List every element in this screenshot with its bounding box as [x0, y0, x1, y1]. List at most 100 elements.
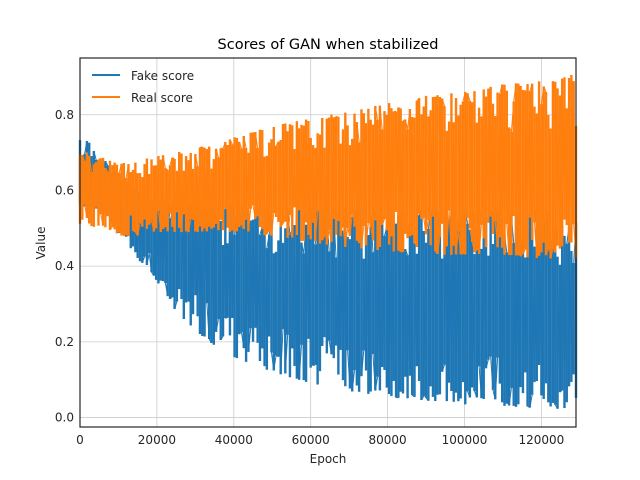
series-connector [377, 105, 381, 251]
series-connector [314, 211, 319, 242]
series-connector [411, 116, 416, 243]
series-connector [409, 116, 413, 237]
series-connector [388, 108, 392, 245]
x-tick-label: 120000 [518, 433, 564, 447]
series-connector [118, 163, 123, 173]
series-connector [229, 139, 233, 145]
y-tick-label: 0.8 [55, 108, 74, 122]
series-connector [407, 223, 411, 399]
series-connector [183, 156, 187, 215]
series-connector [337, 143, 342, 222]
series-connector [144, 164, 148, 229]
series-connector [264, 233, 268, 236]
series-connector [280, 223, 284, 228]
series-connector [321, 236, 325, 241]
series-connector [201, 147, 206, 232]
series-connector [190, 152, 194, 220]
series-connector [215, 319, 219, 332]
series-connector [181, 202, 185, 300]
series-connector [185, 156, 189, 233]
series-connector [298, 128, 302, 241]
y-tick-labels: 0.0 0.2 0.4 0.6 0.8 [55, 108, 74, 425]
series-real-score [78, 75, 578, 259]
series-connector [527, 84, 531, 218]
series-connector [312, 145, 316, 242]
series-connector [245, 152, 249, 220]
series-connector [453, 97, 457, 246]
series-connector [360, 350, 365, 377]
series-connector [351, 113, 356, 216]
series-connector [95, 159, 99, 208]
series-connector [284, 334, 289, 374]
series-connector [529, 394, 533, 408]
series-connector [333, 214, 337, 258]
series-connector [220, 336, 224, 341]
series-connector [494, 357, 499, 400]
series-connector [231, 234, 236, 319]
series-connector [305, 119, 309, 236]
series-connector [287, 214, 291, 238]
series-connector [437, 237, 441, 255]
series-connector [312, 364, 316, 367]
legend-label-real-score: Real score [131, 91, 193, 105]
x-axis-title: Epoch [310, 452, 347, 466]
series-connector [204, 149, 208, 229]
chart-title: Scores of GAN when stabilized [218, 37, 439, 53]
series-connector [206, 303, 210, 340]
series-connector [480, 116, 485, 239]
series-connector [455, 222, 459, 393]
series-connector [432, 96, 436, 252]
series-connector [174, 170, 178, 232]
series-connector [543, 86, 547, 93]
series-connector [148, 220, 152, 225]
series-connector [277, 220, 282, 357]
series-connector [238, 141, 242, 149]
series-connector [107, 160, 111, 217]
series-connector [358, 109, 362, 244]
series-connector [174, 301, 178, 310]
series-connector [162, 155, 166, 169]
series-connector [342, 227, 346, 247]
series-connector [522, 239, 526, 373]
series-connector [194, 153, 199, 167]
series-connector [384, 111, 388, 231]
series-connector [86, 155, 90, 219]
series-connector [268, 142, 272, 236]
series-connector [116, 172, 120, 234]
series-connector [151, 220, 155, 232]
series-connector [517, 83, 522, 257]
series-connector [487, 88, 492, 217]
series-connector [298, 344, 302, 380]
series-connector [538, 81, 542, 253]
series-connector [284, 123, 289, 238]
x-tick-label: 100000 [442, 433, 488, 447]
series-connector [430, 110, 434, 217]
series-connector [98, 157, 102, 161]
series-connector [425, 219, 429, 235]
series-connector [157, 211, 162, 233]
series-connector [88, 155, 93, 173]
series-connector [404, 248, 409, 256]
series-connector [208, 168, 212, 227]
series-connector [137, 223, 141, 236]
series-connector [340, 230, 344, 350]
series-connector [227, 139, 231, 228]
series-connector [155, 156, 159, 229]
series-connector [261, 130, 266, 236]
series-connector [427, 110, 432, 220]
series-connector [520, 253, 524, 257]
series-connector [487, 211, 492, 360]
series-connector [172, 157, 175, 160]
series-connector [254, 216, 259, 343]
series-connector [522, 249, 526, 255]
series-connector [363, 258, 367, 371]
x-tick-label: 20000 [138, 433, 176, 447]
series-connector [388, 213, 392, 395]
series-connector [354, 122, 358, 227]
series-connector [467, 93, 471, 101]
series-connector [559, 389, 563, 393]
series-connector [197, 166, 201, 227]
series-connector [550, 249, 554, 259]
series-connector [257, 148, 261, 227]
series-connector [282, 242, 286, 374]
